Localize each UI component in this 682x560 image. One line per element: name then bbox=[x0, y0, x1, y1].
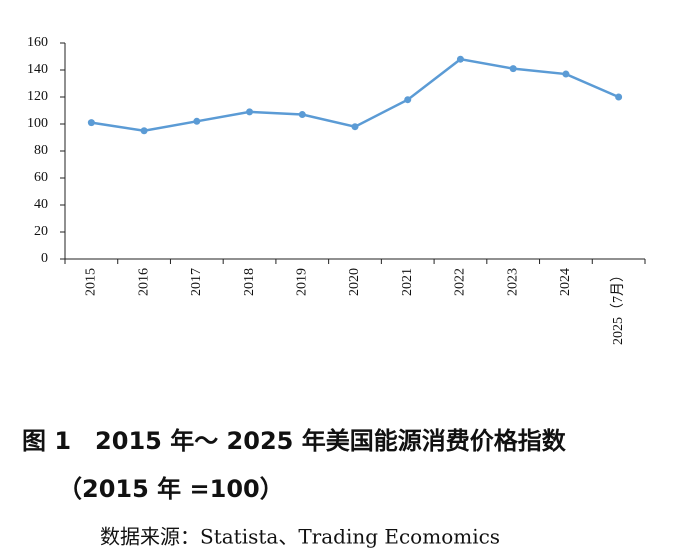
x-tick-label: 2019 bbox=[294, 268, 309, 296]
chart-subtitle: （2015 年 =100） bbox=[58, 475, 284, 503]
data-line bbox=[91, 57, 620, 133]
data-point bbox=[298, 111, 306, 119]
x-tick-label: 2015 bbox=[84, 268, 99, 296]
y-tick-label: 120 bbox=[27, 89, 48, 104]
y-tick-label: 80 bbox=[34, 143, 48, 158]
x-tick-label: 2023 bbox=[505, 268, 520, 296]
y-tick-label: 100 bbox=[27, 116, 48, 131]
y-tick-label: 40 bbox=[34, 197, 48, 212]
x-tick-label: 2025（7月） bbox=[610, 268, 626, 345]
data-point bbox=[456, 55, 464, 63]
x-tick-label: 2020 bbox=[347, 268, 362, 296]
x-tick-label: 2021 bbox=[400, 268, 415, 296]
data-point bbox=[615, 93, 623, 101]
y-tick-label: 0 bbox=[41, 251, 48, 266]
source-note: 数据来源：Statista、Trading Ecomomics bbox=[100, 525, 500, 549]
chart-title: 图 1 2015 年～ 2025 年美国能源消费价格指数 bbox=[22, 427, 567, 455]
x-tick-label: 2018 bbox=[242, 268, 257, 296]
data-point bbox=[246, 108, 254, 116]
x-tick-label: 2024 bbox=[558, 268, 573, 296]
y-tick-label: 20 bbox=[34, 224, 48, 239]
data-point bbox=[351, 123, 359, 131]
y-tick-label: 60 bbox=[34, 170, 48, 185]
data-point bbox=[562, 70, 570, 78]
data-point bbox=[509, 65, 517, 73]
data-point bbox=[193, 117, 201, 125]
x-tick-label: 2022 bbox=[453, 268, 468, 296]
y-tick-label: 160 bbox=[27, 35, 48, 50]
y-tick-label: 140 bbox=[27, 62, 48, 77]
x-tick-label: 2016 bbox=[136, 268, 151, 296]
data-point bbox=[87, 119, 95, 127]
data-point bbox=[140, 127, 148, 135]
data-point bbox=[404, 96, 412, 104]
x-tick-label: 2017 bbox=[189, 268, 204, 296]
